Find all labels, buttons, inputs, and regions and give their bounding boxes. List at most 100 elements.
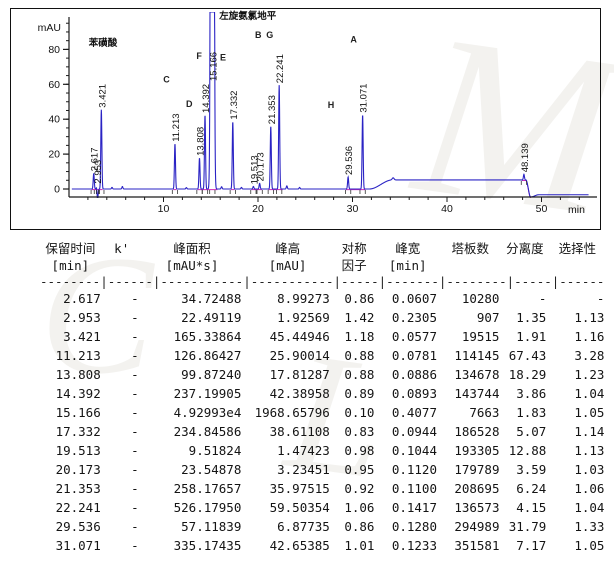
peak-k: - xyxy=(131,462,139,477)
peak-k: - xyxy=(131,310,139,325)
peak-resolution: - xyxy=(538,291,547,306)
peak-symmetry: 0.86 xyxy=(344,291,375,306)
peak-area: 165.33864 xyxy=(173,329,242,344)
header-unit-area: [mAU*s] xyxy=(165,258,219,273)
peak-resolution: 1.91 xyxy=(516,329,547,344)
peak-width: 0.4077 xyxy=(391,405,437,420)
peak-rt: 20.173 xyxy=(55,462,101,477)
peak-rt-label: 14.392 xyxy=(201,84,212,113)
peak-selectivity: 1.14 xyxy=(574,424,605,439)
peak-rt: 22.241 xyxy=(55,500,101,515)
separator-row: --------|------|-----------|-----------|… xyxy=(40,274,608,289)
peak-area: 57.11839 xyxy=(181,519,242,534)
peak-row: 20.173 - 23.54878 3.23451 0.95 0.1120 179789 3.… xyxy=(40,460,608,479)
y-tick-label: 20 xyxy=(48,149,60,161)
compound-annotation: 左旋氨氯地平 xyxy=(218,10,277,22)
peak-height: 6.87735 xyxy=(277,519,330,534)
peak-row: 13.808 - 99.87240 17.81287 0.88 0.0886 134678 1… xyxy=(40,365,608,384)
peak-k: - xyxy=(131,443,139,458)
peak-rt-label: 2.953 xyxy=(93,160,104,184)
peak-height: 59.50354 xyxy=(269,500,330,515)
peak-selectivity: 1.05 xyxy=(574,405,605,420)
peak-width: 0.0607 xyxy=(391,291,437,306)
x-tick-label: 50 xyxy=(536,203,548,215)
peak-resolution: 4.15 xyxy=(516,500,547,515)
peak-width: 0.0893 xyxy=(391,386,437,401)
header-width: 峰宽 xyxy=(395,241,421,256)
peak-row: 21.353 - 258.17657 35.97515 0.92 0.1100 208695… xyxy=(40,479,608,498)
peak-height: 3.23451 xyxy=(277,462,330,477)
peak-rt-label: 17.332 xyxy=(229,91,240,120)
peak-width: 0.1280 xyxy=(391,519,437,534)
peak-row: 22.241 - 526.17950 59.50354 1.06 0.1417 136573… xyxy=(40,498,608,517)
peak-rt: 21.353 xyxy=(55,481,101,496)
header-height: 峰高 xyxy=(275,241,301,256)
peak-height: 8.99273 xyxy=(277,291,330,306)
peak-symmetry: 1.01 xyxy=(344,538,375,553)
peak-area: 4.92993e4 xyxy=(173,405,242,420)
peak-letter-label: E xyxy=(220,53,226,63)
peak-symmetry: 0.95 xyxy=(344,462,375,477)
header-row: 保留时间 k' 峰面积 峰高 对称 峰宽 塔板数 分离度 选择性 xyxy=(40,240,608,257)
peak-width: 0.0781 xyxy=(391,348,437,363)
peak-height: 1.47423 xyxy=(277,443,330,458)
peak-selectivity: 1.06 xyxy=(574,481,605,496)
peak-symmetry: 0.92 xyxy=(344,481,375,496)
peak-symmetry: 1.42 xyxy=(344,310,375,325)
peak-plates: 10280 xyxy=(461,291,500,306)
peak-row: 15.166 - 4.92993e4 1968.65796 0.10 0.4077 7663… xyxy=(40,403,608,422)
peak-symmetry: 0.86 xyxy=(344,519,375,534)
peak-table: 保留时间 k' 峰面积 峰高 对称 峰宽 塔板数 分离度 选择性 [min] [mAU*s] [mAU… xyxy=(40,240,608,555)
peak-row: 17.332 - 234.84586 38.61108 0.83 0.0944 186528… xyxy=(40,422,608,441)
peak-width: 0.1417 xyxy=(391,500,437,515)
peak-rt-label: 13.808 xyxy=(196,127,207,156)
peak-width: 0.2305 xyxy=(391,310,437,325)
peak-symmetry: 1.18 xyxy=(344,329,375,344)
chromatogram-trace xyxy=(71,12,589,198)
peak-selectivity: 3.28 xyxy=(574,348,605,363)
peak-rt-label: 11.213 xyxy=(171,113,182,141)
peak-symmetry: 0.89 xyxy=(344,386,375,401)
peak-k: - xyxy=(131,329,139,344)
peak-resolution: 18.29 xyxy=(508,367,547,382)
y-tick-label: 0 xyxy=(54,184,60,196)
peak-rt: 3.421 xyxy=(63,329,101,344)
peak-height: 42.65385 xyxy=(269,538,330,553)
peak-area: 23.54878 xyxy=(181,462,242,477)
peak-width: 0.1233 xyxy=(391,538,437,553)
peak-resolution: 6.24 xyxy=(516,481,547,496)
header-unit-selectivity xyxy=(550,257,608,274)
peak-rt: 2.953 xyxy=(63,310,101,325)
peak-resolution: 5.07 xyxy=(516,424,547,439)
peak-table-section: 保留时间 k' 峰面积 峰高 对称 峰宽 塔板数 分离度 选择性 [min] [mAU*s] [mAU… xyxy=(0,240,614,555)
peak-rt: 2.617 xyxy=(63,291,101,306)
header-unit-resolution xyxy=(503,257,550,274)
peak-letter-label: C xyxy=(163,75,170,85)
peak-plates: 114145 xyxy=(454,348,500,363)
peak-width: 0.0577 xyxy=(391,329,437,344)
peak-height: 1.92569 xyxy=(277,310,330,325)
header-resolution: 分离度 xyxy=(506,241,544,256)
peak-symmetry: 0.88 xyxy=(344,367,375,382)
x-tick-label: 40 xyxy=(441,203,453,215)
peak-rt-label: 3.421 xyxy=(97,84,108,108)
peak-rt-label: 19.513 xyxy=(249,155,260,184)
peak-k: - xyxy=(131,481,139,496)
peak-plates: 907 xyxy=(476,310,500,325)
peak-rt: 31.071 xyxy=(55,538,101,553)
peak-rt-label: 48.139 xyxy=(520,143,531,172)
peak-plates: 351581 xyxy=(454,538,500,553)
peak-row: 2.953 - 22.49119 1.92569 1.42 0.2305 907 1.35 1.… xyxy=(40,308,608,327)
x-tick-label: 20 xyxy=(252,203,264,215)
peak-plates: 19515 xyxy=(461,329,500,344)
peak-height: 38.61108 xyxy=(269,424,330,439)
peak-area: 34.72488 xyxy=(181,291,242,306)
header-symmetry: 对称 xyxy=(341,241,367,256)
peak-height: 17.81287 xyxy=(269,367,330,382)
x-tick-label: 10 xyxy=(158,203,170,215)
peak-rt-label: 31.071 xyxy=(359,84,370,113)
y-tick-label: 40 xyxy=(48,114,60,126)
peak-rt-label: 21.353 xyxy=(267,95,278,124)
peak-width: 0.0886 xyxy=(391,367,437,382)
chromatogram-panel: 0 20 40 60 80 10 20 30 40 50 2.617 2.953 3.421 11.213… xyxy=(10,8,601,230)
